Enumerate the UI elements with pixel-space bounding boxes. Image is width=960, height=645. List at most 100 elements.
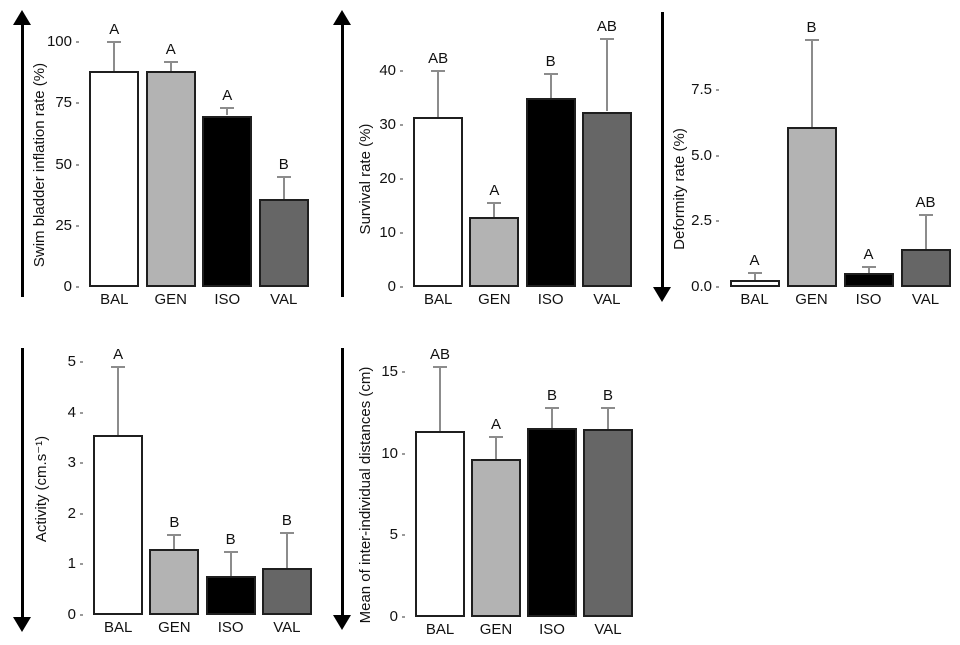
- y-tick-label: 5: [67, 353, 76, 370]
- bar-bal: [413, 116, 464, 287]
- axis-arrow-down-icon: [333, 348, 351, 630]
- error-bar-cap: [747, 271, 762, 274]
- error-bar-cap: [545, 406, 559, 409]
- bar-bal: [89, 71, 140, 287]
- significance-letter: AB: [915, 193, 936, 211]
- bar-gen: [469, 216, 520, 287]
- bar-val: [581, 111, 632, 287]
- significance-letter: AB: [429, 346, 450, 364]
- y-tick-mark: [80, 512, 83, 515]
- error-bar: [549, 73, 552, 98]
- significance-letter: B: [278, 155, 289, 173]
- y-tick-mark: [400, 70, 403, 72]
- y-tick-mark: [400, 232, 403, 234]
- error-bar-cap: [601, 406, 615, 409]
- bar-gen: [471, 458, 521, 617]
- y-tick-mark: [402, 616, 405, 618]
- y-tick-label: 0: [389, 608, 398, 625]
- y-tick-label: 3: [67, 454, 76, 472]
- y-tick-mark: [76, 41, 79, 43]
- y-tick-mark: [76, 286, 79, 288]
- category-label: ISO: [855, 291, 882, 308]
- error-bar-cap: [433, 366, 447, 369]
- y-tick-mark: [400, 178, 403, 180]
- y-tick-mark: [402, 534, 405, 537]
- error-bar: [753, 272, 756, 281]
- error-bar-cap: [599, 37, 614, 40]
- bar-val: [900, 248, 951, 287]
- category-label: BAL: [740, 291, 769, 308]
- error-bar: [117, 367, 120, 436]
- arrow-head: [653, 287, 671, 302]
- category-label: ISO: [217, 619, 244, 636]
- y-tick-mark: [76, 163, 79, 166]
- y-tick-label: 50: [55, 155, 72, 173]
- category-label: GEN: [478, 291, 511, 308]
- error-bar-cap: [431, 70, 446, 72]
- y-tick-mark: [400, 286, 403, 288]
- bottom-row: Activity (cm.s⁻¹) 0 1 2 3 4 5 A BAL B GEN B ISO B VAL…: [0, 320, 960, 641]
- arrow-head: [333, 615, 351, 630]
- error-bar-cap: [279, 532, 294, 535]
- y-tick-label: 2.5: [691, 212, 712, 230]
- significance-letter: B: [225, 530, 236, 548]
- y-tick-mark: [80, 614, 83, 616]
- error-bar: [282, 176, 285, 199]
- error-bar: [607, 407, 609, 430]
- category-label: GEN: [158, 619, 191, 636]
- category-label: ISO: [539, 621, 565, 638]
- category-label: BAL: [103, 619, 133, 636]
- category-label: BAL: [425, 621, 455, 638]
- bar-bal: [729, 280, 780, 287]
- axis-arrow-down-icon: [653, 12, 671, 302]
- error-bar: [437, 71, 440, 117]
- arrow-line: [20, 21, 24, 297]
- y-tick-label: 4: [67, 403, 76, 421]
- error-bar-cap: [487, 202, 502, 205]
- error-bar-cap: [220, 107, 235, 110]
- y-tick-mark: [76, 102, 79, 105]
- significance-letter: AB: [428, 50, 449, 67]
- arrow-line: [340, 348, 344, 619]
- significance-letter: B: [169, 514, 180, 532]
- arrow-head: [333, 10, 351, 25]
- y-tick-label: 20: [379, 170, 396, 187]
- y-tick-label: 10: [379, 224, 396, 241]
- axis-arrow-down-icon: [13, 348, 31, 632]
- error-bar-cap: [804, 39, 819, 42]
- significance-letter: A: [490, 416, 501, 434]
- y-tick-label: 100: [46, 33, 72, 50]
- panel-inter-individual-distances: Mean of inter-individual distances (cm) …: [320, 320, 640, 641]
- y-tick-mark: [716, 286, 719, 288]
- error-bar: [226, 108, 229, 116]
- axis-arrow-up-icon: [333, 10, 351, 297]
- axis-arrow-up-icon: [13, 10, 31, 297]
- significance-letter: B: [806, 19, 817, 37]
- y-tick-mark: [400, 124, 403, 126]
- top-row: Swim bladder inflation rate (%) 0 25 50 75 1…: [0, 0, 960, 320]
- error-bar: [169, 61, 172, 72]
- bar-val: [261, 568, 312, 615]
- plot-area: 0 10 20 30 40 AB BAL A GEN B ISO AB VAL: [320, 0, 640, 320]
- significance-letter: A: [113, 346, 124, 364]
- arrow-head: [13, 10, 31, 25]
- error-bar-cap: [543, 72, 558, 75]
- error-bar: [285, 533, 288, 569]
- category-label: VAL: [270, 291, 298, 308]
- bar-gen: [145, 71, 196, 287]
- panel-activity: Activity (cm.s⁻¹) 0 1 2 3 4 5 A BAL B GEN B ISO B VAL: [0, 320, 320, 641]
- error-bar: [113, 42, 116, 72]
- bar-iso: [202, 115, 253, 287]
- bar-bal: [415, 430, 465, 617]
- category-label: VAL: [911, 291, 940, 308]
- significance-letter: A: [489, 182, 500, 200]
- y-tick-mark: [716, 154, 719, 157]
- panel-survival-rate: Survival rate (%) 0 10 20 30 40 AB BAL A GEN B ISO…: [320, 0, 640, 320]
- error-bar-cap: [489, 436, 503, 439]
- significance-letter: B: [546, 386, 557, 404]
- significance-letter: B: [602, 386, 613, 404]
- y-tick-mark: [716, 89, 719, 91]
- significance-letter: A: [863, 246, 874, 264]
- y-tick-label: 75: [55, 94, 72, 112]
